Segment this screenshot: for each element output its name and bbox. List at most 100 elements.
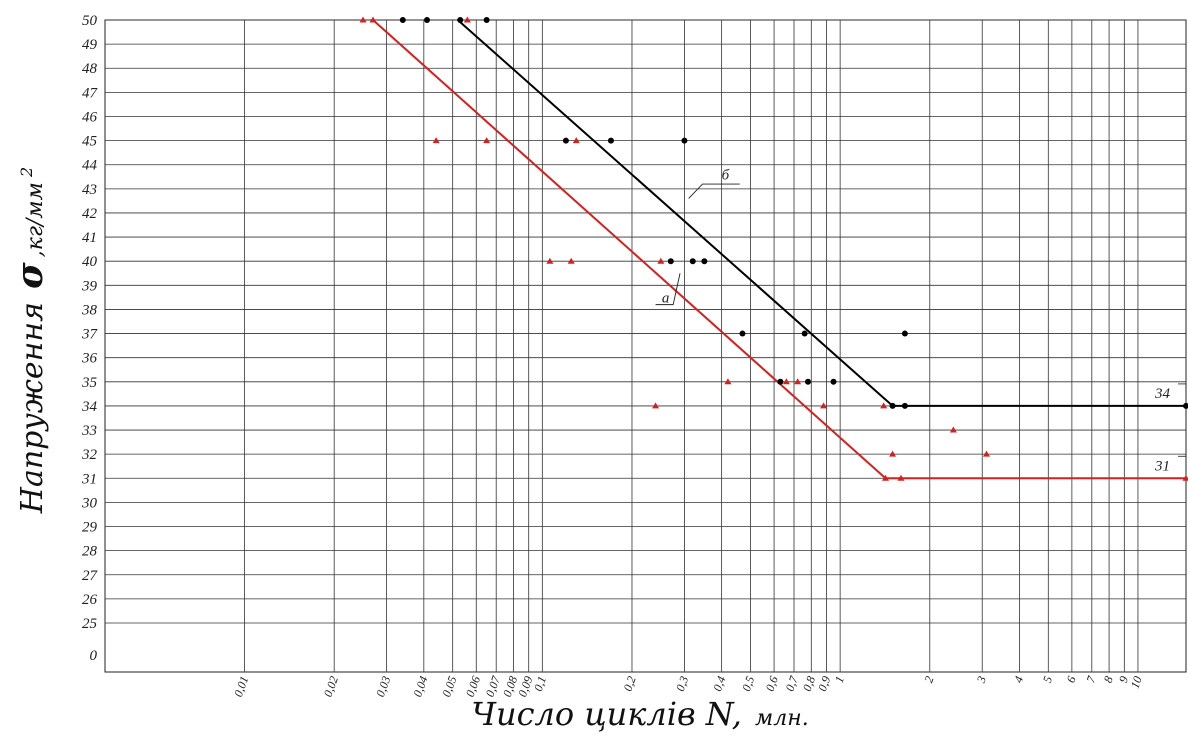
y-tick-label: 35: [81, 375, 98, 391]
series-line-а: [372, 19, 1186, 480]
data-point-triangle: [657, 257, 665, 264]
x-tick-label: 7: [1083, 673, 1099, 684]
data-point-dot: [901, 330, 908, 337]
y-tick-label: 28: [82, 544, 98, 560]
annotations: б а 34 31: [655, 168, 1186, 474]
x-tick-label: 0,8: [800, 674, 818, 693]
y-tick-label: 38: [81, 302, 98, 318]
x-tick-label: 9: [1116, 674, 1131, 684]
annotation-leader-a: [655, 273, 681, 306]
x-tick-label: 2: [921, 674, 936, 684]
y-axis-title-symbol: σ: [9, 262, 51, 289]
y-tick-label-zero: 0: [90, 648, 98, 664]
y-tick-label: 47: [82, 85, 99, 101]
x-tick-label: 0,6: [763, 674, 781, 693]
x-tick-label: 1: [832, 674, 847, 684]
data-point-dot: [483, 17, 490, 23]
y-tick-label: 43: [82, 182, 97, 198]
data-point-dot: [681, 137, 688, 144]
data-point-dot: [801, 330, 808, 337]
y-tick-label: 46: [82, 109, 98, 125]
data-point-triangle: [652, 402, 660, 409]
data-point-dot: [901, 402, 908, 409]
data-point-triangle: [1182, 474, 1188, 481]
x-tick-label: 0,05: [439, 674, 459, 699]
data-point-dot: [830, 378, 837, 385]
data-point-triangle: [546, 257, 554, 264]
data-point-triangle: [820, 402, 828, 409]
x-tick-labels: 0,01 0,02 0,03 0,04 0,05 0,06 0,070,080,090,1 0…: [231, 673, 1145, 698]
x-axis-title-unit: млн.: [755, 706, 809, 731]
data-point-dot: [805, 378, 812, 385]
y-tick-label: 45: [82, 134, 98, 150]
data-point-triangle: [880, 402, 888, 409]
y-tick-label: 49: [82, 37, 98, 53]
x-axis-title-text: Число циклів N,: [471, 695, 742, 733]
data-point-dot: [607, 137, 614, 144]
data-point-triangle: [897, 474, 905, 481]
data-point-triangle: [432, 137, 440, 144]
data-point-triangle: [982, 450, 990, 457]
x-tick-label: 0,02: [321, 674, 341, 699]
x-tick-label: 0,4: [710, 674, 728, 693]
y-tick-label: 37: [81, 327, 99, 343]
x-tick-label: 8: [1101, 674, 1116, 684]
x-tick-label: 3: [973, 674, 989, 685]
y-tick-label: 33: [81, 423, 97, 439]
y-tick-labels: 25 26 27 28 29 30 31 32 33 34 35 36 37 38 39 40 41 42 43 44…: [81, 13, 99, 664]
data-point-dot: [457, 17, 464, 23]
x-tick-label: 0,08: [500, 674, 520, 699]
x-tick-label: 0,2: [621, 674, 639, 693]
y-axis-title-unit: ,кг/мм: [23, 182, 48, 257]
x-tick-label: 10: [1128, 674, 1145, 690]
y-axis-title-text: Напруження: [15, 302, 50, 514]
x-tick-label: 0,01: [231, 674, 251, 699]
series-markers: [359, 16, 1188, 481]
annotation-label-a: а: [662, 291, 670, 307]
x-axis-title: Число циклів N, млн.: [471, 695, 808, 733]
data-point-triangle: [572, 137, 580, 144]
y-tick-label: 32: [81, 447, 98, 463]
plot-frame: [104, 19, 1187, 673]
y-tick-label: 25: [82, 616, 98, 632]
data-point-dot: [399, 17, 406, 23]
data-point-dot: [424, 17, 431, 23]
y-tick-label: 50: [82, 13, 98, 29]
data-point-triangle: [794, 378, 802, 385]
data-point-triangle: [359, 16, 367, 23]
x-tick-label: 0,04: [410, 674, 430, 699]
y-tick-label: 42: [82, 206, 98, 222]
y-tick-label: 36: [81, 351, 98, 367]
y-tick-label: 40: [82, 254, 98, 270]
data-point-dot: [562, 137, 569, 144]
data-point-triangle: [463, 16, 471, 23]
x-tick-label: 0,7: [783, 673, 802, 693]
x-tick-label: 0,5: [739, 674, 757, 693]
data-point-triangle: [483, 137, 491, 144]
x-tick-label: 0,03: [373, 674, 393, 699]
x-tick-label: 5: [1040, 674, 1055, 684]
y-tick-label: 39: [81, 278, 98, 294]
y-tick-label: 31: [81, 471, 97, 487]
x-tick-label: 0,1: [531, 674, 549, 693]
grid: [104, 19, 1187, 673]
data-point-dot: [689, 258, 696, 265]
y-tick-label: 44: [82, 158, 98, 174]
x-tick-label: 0,9: [815, 674, 833, 693]
data-point-dot: [739, 330, 746, 337]
y-tick-label: 30: [81, 495, 98, 511]
data-point-triangle: [949, 426, 957, 433]
data-point-triangle: [782, 378, 790, 385]
annotation-value-31: 31: [1154, 458, 1170, 474]
y-tick-label: 29: [82, 520, 98, 536]
y-tick-label: 34: [81, 399, 98, 415]
data-point-triangle: [881, 474, 889, 481]
annotation-leader-b: [688, 183, 740, 199]
data-point-dot: [889, 402, 896, 409]
data-point-triangle: [369, 16, 377, 23]
data-point-triangle: [724, 378, 732, 385]
y-tick-label: 41: [82, 230, 97, 246]
x-tick-label: 0,3: [673, 674, 691, 693]
y-tick-label: 26: [82, 592, 98, 608]
data-point-dot: [667, 258, 674, 265]
